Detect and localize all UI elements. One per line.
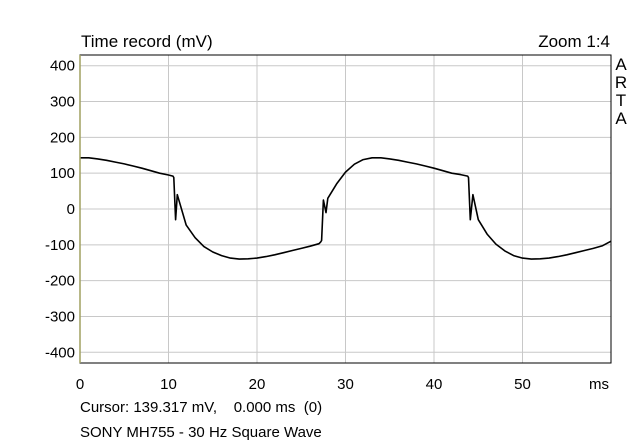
zoom-label: Zoom 1:4 xyxy=(538,32,610,51)
brand-letter: A xyxy=(615,109,627,128)
y-tick-labels: 400 300 200 100 0 -100 -200 -300 -400 xyxy=(45,58,75,362)
y-tick-label: -200 xyxy=(45,273,75,290)
brand-letter: A xyxy=(615,55,627,74)
x-tick-label: 30 xyxy=(337,376,354,393)
y-tick-label: 0 xyxy=(67,201,75,218)
y-tick-label: 200 xyxy=(50,129,75,146)
x-tick-label: 0 xyxy=(76,376,84,393)
y-tick-label: 400 xyxy=(50,58,75,75)
cursor-readout: Cursor: 139.317 mV, 0.000 ms (0) xyxy=(80,399,323,416)
brand-letter: T xyxy=(616,91,626,110)
x-unit-label: ms xyxy=(589,376,609,393)
y-tick-label: -400 xyxy=(45,344,75,361)
x-tick-label: 50 xyxy=(514,376,531,393)
chart-title: Time record (mV) xyxy=(81,32,213,51)
y-tick-label: 100 xyxy=(50,165,75,182)
y-tick-label: 300 xyxy=(50,94,75,111)
chart: Time record (mV) Zoom 1:4 4003002001000-… xyxy=(45,32,627,393)
x-tick-labels: 0 10 20 30 40 50 xyxy=(76,376,531,393)
y-tick-label: -300 xyxy=(45,308,75,325)
x-tick-label: 10 xyxy=(160,376,177,393)
chart-caption: SONY MH755 - 30 Hz Square Wave xyxy=(80,424,322,441)
grid xyxy=(79,55,611,363)
x-tick-label: 40 xyxy=(426,376,443,393)
y-tick-label: -100 xyxy=(45,237,75,254)
x-tick-label: 20 xyxy=(249,376,266,393)
brand-letter: R xyxy=(615,73,627,92)
series-line xyxy=(80,157,612,260)
